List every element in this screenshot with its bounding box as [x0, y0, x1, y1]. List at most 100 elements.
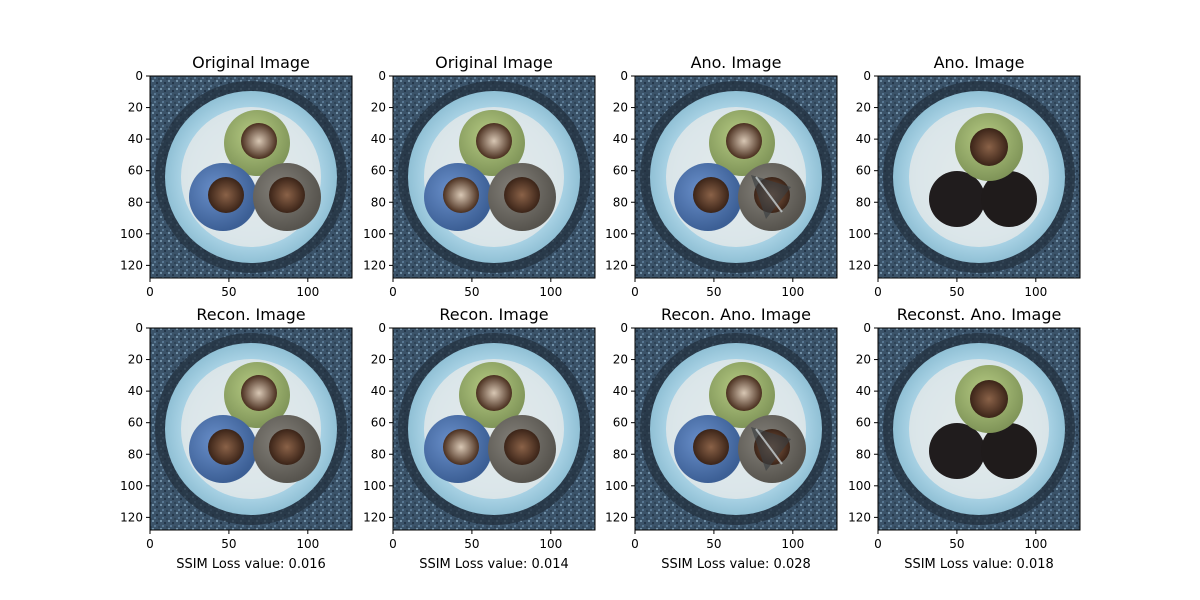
- y-tick-label: 0: [135, 69, 143, 83]
- y-tick-label: 100: [605, 479, 628, 493]
- blue-cable-copper: [693, 177, 729, 213]
- y-tick-label: 60: [613, 164, 628, 178]
- x-tick-label: 50: [221, 285, 236, 299]
- y-tick-label: 120: [848, 510, 871, 524]
- y-tick-label: 80: [128, 447, 143, 461]
- y-tick-label: 40: [128, 384, 143, 398]
- subplot-title: Ano. Image: [934, 53, 1025, 72]
- ssim-loss-caption: SSIM Loss value: 0.018: [904, 557, 1054, 572]
- y-tick-label: 80: [613, 195, 628, 209]
- y-tick-label: 60: [128, 164, 143, 178]
- x-tick-label: 0: [631, 537, 639, 551]
- x-tick-label: 100: [781, 537, 804, 551]
- y-tick-label: 80: [128, 195, 143, 209]
- y-tick-label: 20: [371, 101, 386, 115]
- y-tick-label: 120: [120, 510, 143, 524]
- y-tick-label: 80: [856, 195, 871, 209]
- y-tick-label: 120: [605, 258, 628, 272]
- y-tick-label: 80: [856, 447, 871, 461]
- y-tick-label: 20: [856, 101, 871, 115]
- y-tick-label: 20: [128, 353, 143, 367]
- x-tick-label: 0: [146, 285, 154, 299]
- x-tick-label: 50: [949, 285, 964, 299]
- y-tick-label: 40: [371, 384, 386, 398]
- missing-cable-hole-left: [929, 171, 985, 227]
- y-tick-label: 120: [605, 510, 628, 524]
- x-tick-label: 100: [539, 537, 562, 551]
- y-tick-label: 0: [620, 69, 628, 83]
- y-tick-label: 60: [613, 416, 628, 430]
- subplot-title: Recon. Image: [196, 305, 305, 324]
- ssim-loss-caption: SSIM Loss value: 0.014: [419, 557, 569, 572]
- y-tick-label: 120: [363, 510, 386, 524]
- x-tick-label: 50: [221, 537, 236, 551]
- y-tick-label: 20: [613, 101, 628, 115]
- x-tick-label: 100: [1024, 285, 1047, 299]
- x-tick-label: 0: [874, 285, 882, 299]
- x-tick-label: 0: [389, 537, 397, 551]
- y-tick-label: 120: [363, 258, 386, 272]
- x-tick-label: 100: [781, 285, 804, 299]
- ssim-loss-caption: SSIM Loss value: 0.016: [176, 557, 326, 572]
- gray-cable-copper: [269, 429, 305, 465]
- x-tick-label: 50: [706, 285, 721, 299]
- x-tick-label: 0: [389, 285, 397, 299]
- x-tick-label: 50: [464, 285, 479, 299]
- blue-cable-copper: [208, 177, 244, 213]
- y-tick-label: 100: [120, 479, 143, 493]
- y-tick-label: 40: [128, 132, 143, 146]
- blue-cable-copper: [443, 177, 479, 213]
- y-tick-label: 40: [856, 132, 871, 146]
- y-tick-label: 60: [856, 416, 871, 430]
- x-tick-label: 50: [949, 537, 964, 551]
- green-cable-copper: [241, 123, 277, 159]
- y-tick-label: 40: [613, 132, 628, 146]
- x-tick-label: 0: [146, 537, 154, 551]
- y-tick-label: 0: [863, 321, 871, 335]
- green-cable-copper: [970, 380, 1008, 418]
- green-cable-copper: [476, 375, 512, 411]
- y-tick-label: 80: [613, 447, 628, 461]
- y-tick-label: 100: [605, 227, 628, 241]
- x-tick-label: 50: [706, 537, 721, 551]
- gray-cable-copper: [504, 429, 540, 465]
- x-tick-label: 100: [296, 285, 319, 299]
- blue-cable-copper: [443, 429, 479, 465]
- subplot-title: Original Image: [435, 53, 553, 72]
- y-tick-label: 60: [856, 164, 871, 178]
- green-cable-copper: [726, 123, 762, 159]
- y-tick-label: 0: [863, 69, 871, 83]
- x-tick-label: 100: [296, 537, 319, 551]
- green-cable-copper: [970, 128, 1008, 166]
- x-tick-label: 0: [631, 285, 639, 299]
- x-tick-label: 100: [1024, 537, 1047, 551]
- blue-cable-copper: [693, 429, 729, 465]
- y-tick-label: 120: [120, 258, 143, 272]
- subplot-title: Recon. Image: [439, 305, 548, 324]
- y-tick-label: 100: [363, 227, 386, 241]
- subplot-panel: Original Image0204060801001200 50 100: [363, 53, 595, 299]
- x-tick-label: 100: [539, 285, 562, 299]
- y-tick-label: 20: [371, 353, 386, 367]
- y-tick-label: 20: [613, 353, 628, 367]
- y-tick-label: 60: [371, 164, 386, 178]
- subplot-title: Ano. Image: [691, 53, 782, 72]
- subplot-panel: Reconst. Ano. Image0204060801001200 50 100…: [848, 305, 1080, 572]
- green-cable-copper: [726, 375, 762, 411]
- y-tick-label: 20: [856, 353, 871, 367]
- y-tick-label: 40: [613, 384, 628, 398]
- y-tick-label: 100: [848, 479, 871, 493]
- y-tick-label: 60: [371, 416, 386, 430]
- y-tick-label: 20: [128, 101, 143, 115]
- gray-cable-copper: [269, 177, 305, 213]
- missing-cable-hole-left: [929, 423, 985, 479]
- y-tick-label: 80: [371, 195, 386, 209]
- subplot-title: Reconst. Ano. Image: [897, 305, 1062, 324]
- subplot-title: Recon. Ano. Image: [661, 305, 811, 324]
